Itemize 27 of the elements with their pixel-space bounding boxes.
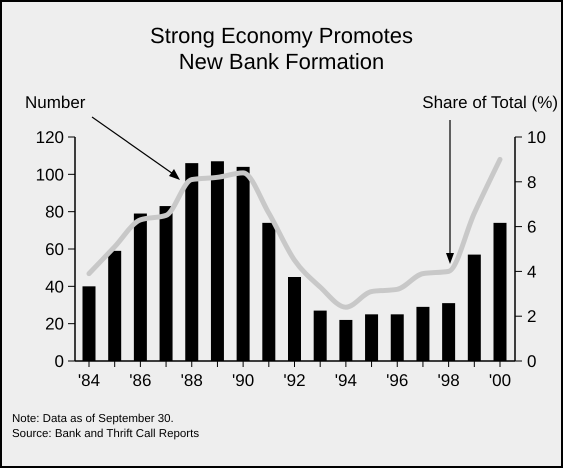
y-tick-label: 100 <box>36 165 64 184</box>
y-axis-title: Number <box>25 93 86 112</box>
x-tick-label: '96 <box>386 371 408 390</box>
y-tick-label: 80 <box>45 202 64 222</box>
y2-tick-label: 0 <box>527 352 536 371</box>
x-tick-label: '92 <box>283 371 306 390</box>
x-tick-label: '86 <box>129 371 152 390</box>
y-tick-label: 120 <box>36 128 64 147</box>
y-tick-label: 0 <box>54 352 64 371</box>
y-tick-label: 60 <box>45 240 64 259</box>
y2-tick-label: 4 <box>527 262 536 282</box>
text: Note: Data as of September 30. <box>12 413 174 425</box>
x-tick-label: '00 <box>488 371 512 390</box>
x-tick-label: '98 <box>438 371 460 390</box>
x-tick-label: '84 <box>78 371 100 390</box>
x-tick-label: '94 <box>334 371 357 390</box>
y2-tick-label: 2 <box>527 307 536 326</box>
source-note: Source: Bank and Thrift Call Reports <box>12 428 200 440</box>
y2-tick-label: 10 <box>527 128 546 147</box>
y2-tick-label: 6 <box>527 218 536 237</box>
y2-axis-title: Share of Total (%) <box>422 93 558 112</box>
x-tick-label: '88 <box>180 371 203 390</box>
y2-tick-label: 8 <box>527 172 536 192</box>
y-tick-label: 20 <box>45 314 64 334</box>
chart-title: Strong Economy Promotes New Bank Formation <box>150 23 413 74</box>
x-tick-label: '90 <box>232 371 254 390</box>
y-tick-label: 40 <box>45 277 64 296</box>
